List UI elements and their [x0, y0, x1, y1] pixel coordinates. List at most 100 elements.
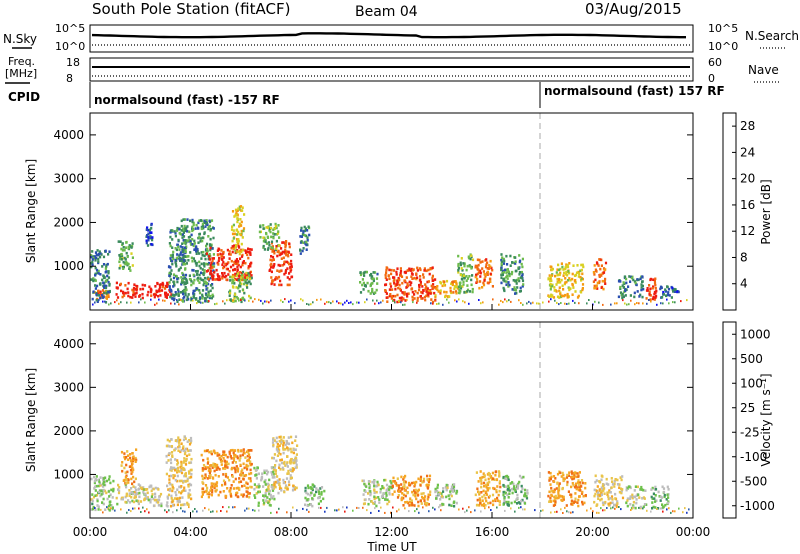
- echo-cell: [280, 442, 283, 445]
- echo-cell: [217, 253, 220, 257]
- echo-cell: [566, 296, 569, 299]
- echo-cell: [287, 480, 291, 483]
- echo-cell: [557, 489, 560, 493]
- echo-cell: [266, 472, 269, 476]
- echo-cell: [580, 485, 583, 488]
- echo-cell: [443, 290, 446, 294]
- echo-region: [359, 270, 379, 295]
- echo-cell: [92, 277, 95, 280]
- echo-cell: [482, 281, 485, 285]
- echo-cell: [611, 498, 614, 501]
- echo-cell: [459, 263, 462, 267]
- echo-cell: [475, 503, 479, 507]
- echo-cell: [195, 264, 198, 267]
- echo-cell: [553, 480, 556, 483]
- echo-cell: [227, 261, 230, 264]
- echo-cell: [286, 472, 289, 475]
- echo-cell: [576, 472, 579, 475]
- echo-cell: [95, 475, 98, 478]
- echo-cell: [208, 467, 211, 470]
- echo-region: [90, 249, 111, 304]
- echo-cell: [385, 494, 388, 497]
- echo-cell: [386, 502, 389, 506]
- echo-cell: [242, 229, 245, 233]
- echo-cell: [217, 275, 220, 278]
- echo-cell: [188, 238, 191, 242]
- echo-cell: [177, 238, 180, 242]
- echo-cell: [295, 457, 298, 460]
- echo-cell: [161, 285, 165, 288]
- echo-cell: [511, 270, 514, 274]
- echo-cell: [238, 246, 241, 249]
- echo-cell: [200, 251, 203, 254]
- echo-cell: [229, 494, 233, 498]
- echo-cell: [553, 286, 556, 289]
- echo-cell: [212, 227, 215, 230]
- echo-cell: [423, 267, 426, 270]
- echo-cell: [238, 477, 241, 480]
- echo-cell: [507, 281, 510, 284]
- echo-cell: [479, 275, 482, 278]
- echo-cell: [411, 503, 414, 506]
- echo-cell: [241, 236, 244, 239]
- echo-cell: [109, 481, 112, 485]
- echo-cell: [565, 476, 569, 479]
- echo-cell: [222, 506, 224, 509]
- echo-cell: [600, 486, 603, 489]
- echo-cell: [404, 494, 407, 498]
- colorbar-tick-label: 25: [740, 401, 755, 415]
- echo-cell: [91, 502, 94, 506]
- echo-cell: [613, 482, 616, 485]
- echo-cell: [95, 493, 99, 497]
- echo-cell: [289, 270, 292, 273]
- echo-cell: [181, 259, 184, 263]
- echo-cell: [565, 263, 568, 266]
- echo-cell: [289, 447, 292, 451]
- echo-cell: [146, 244, 150, 247]
- echo-cell: [234, 249, 237, 252]
- echo-cell: [194, 297, 197, 300]
- echo-cell: [181, 242, 184, 245]
- echo-cell: [470, 511, 472, 514]
- echo-cell: [611, 480, 614, 483]
- noise-left-tick-top: 10^5: [55, 22, 85, 35]
- x-tick-label: 20:00: [575, 525, 610, 539]
- echo-cell: [213, 451, 217, 455]
- echo-cell: [271, 246, 274, 250]
- echo-cell: [653, 279, 656, 282]
- echo-cell: [206, 263, 209, 266]
- echo-cell: [207, 469, 210, 472]
- echo-cell: [278, 478, 281, 481]
- echo-cell: [410, 275, 413, 278]
- echo-cell: [619, 285, 622, 289]
- echo-cell: [255, 485, 258, 489]
- echo-cell: [516, 286, 519, 289]
- echo-cell: [231, 278, 234, 282]
- echo-cell: [201, 467, 204, 470]
- echo-cell: [235, 487, 238, 490]
- echo-cell: [183, 435, 186, 438]
- echo-cell: [311, 497, 314, 500]
- echo-cell: [249, 264, 252, 268]
- echo-cell: [264, 300, 266, 303]
- echo-cell: [198, 260, 201, 264]
- echo-cell: [324, 302, 326, 305]
- echo-cell: [516, 487, 519, 490]
- echo-cell: [115, 496, 118, 500]
- echo-cell: [130, 301, 132, 304]
- echo-cell: [551, 284, 554, 288]
- echo-cell: [513, 485, 516, 488]
- echo-cell: [403, 489, 406, 492]
- echo-cell: [489, 259, 492, 263]
- echo-cell: [236, 213, 239, 217]
- echo-cell: [518, 299, 520, 302]
- echo-cell: [208, 300, 210, 303]
- echo-cell: [670, 296, 673, 299]
- echo-cell: [614, 503, 617, 507]
- echo-cell: [397, 286, 400, 290]
- echo-cell: [244, 279, 247, 282]
- echo-cell: [583, 501, 586, 505]
- echo-cell: [330, 302, 332, 305]
- echo-cell: [210, 266, 213, 269]
- echo-cell: [189, 239, 192, 243]
